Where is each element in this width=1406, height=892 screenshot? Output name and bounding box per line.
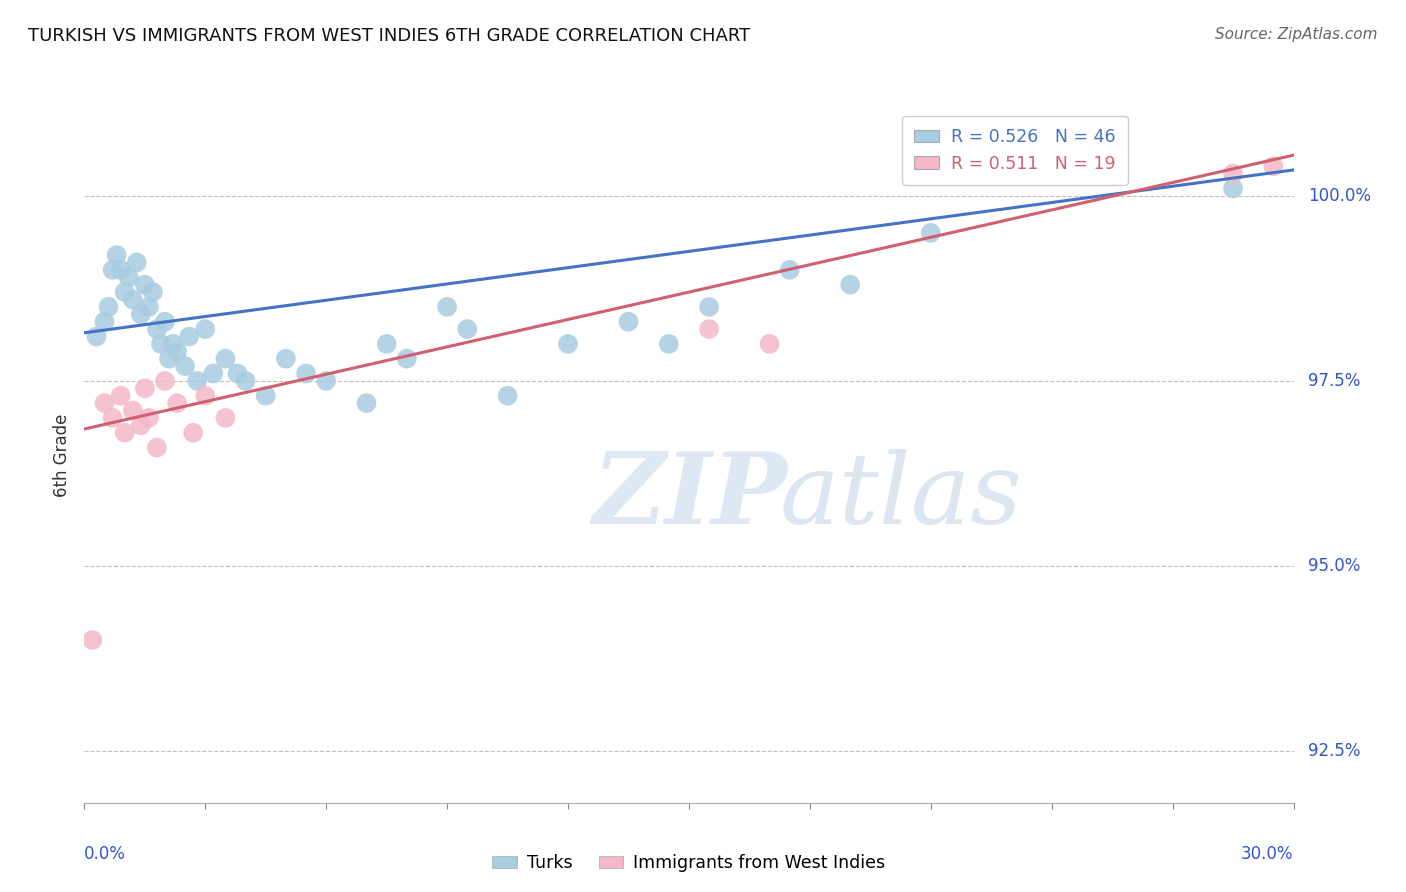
Point xyxy=(254,389,277,403)
Point xyxy=(697,322,720,336)
Point xyxy=(134,277,156,292)
Point xyxy=(138,411,160,425)
Point xyxy=(93,315,115,329)
Point xyxy=(226,367,249,381)
Text: 100.0%: 100.0% xyxy=(1308,186,1371,205)
Text: 0.0%: 0.0% xyxy=(84,845,127,863)
Point xyxy=(395,351,418,366)
Point xyxy=(1222,181,1244,195)
Point xyxy=(779,263,801,277)
Point xyxy=(1263,159,1285,173)
Text: TURKISH VS IMMIGRANTS FROM WEST INDIES 6TH GRADE CORRELATION CHART: TURKISH VS IMMIGRANTS FROM WEST INDIES 6… xyxy=(28,27,751,45)
Point xyxy=(194,389,217,403)
Point xyxy=(125,255,148,269)
Point xyxy=(295,367,318,381)
Point xyxy=(138,300,160,314)
Point xyxy=(97,300,120,314)
Point xyxy=(129,307,152,321)
Point xyxy=(157,351,180,366)
Text: 97.5%: 97.5% xyxy=(1308,372,1361,390)
Point xyxy=(146,322,169,336)
Point xyxy=(375,337,398,351)
Point xyxy=(697,300,720,314)
Point xyxy=(436,300,458,314)
Point xyxy=(920,226,942,240)
Point xyxy=(110,389,132,403)
Text: 95.0%: 95.0% xyxy=(1308,557,1361,575)
Point xyxy=(121,293,143,307)
Point xyxy=(557,337,579,351)
Point xyxy=(121,403,143,417)
Point xyxy=(129,418,152,433)
Point xyxy=(105,248,128,262)
Point xyxy=(86,329,108,343)
Point xyxy=(496,389,519,403)
Point xyxy=(758,337,780,351)
Point xyxy=(146,441,169,455)
Legend: Turks, Immigrants from West Indies: Turks, Immigrants from West Indies xyxy=(485,847,893,879)
Point xyxy=(101,263,124,277)
Point xyxy=(134,381,156,395)
Point xyxy=(617,315,640,329)
Point xyxy=(82,632,104,647)
Legend: R = 0.526   N = 46, R = 0.511   N = 19: R = 0.526 N = 46, R = 0.511 N = 19 xyxy=(903,116,1128,185)
Point xyxy=(202,367,225,381)
Point xyxy=(181,425,204,440)
Point xyxy=(166,344,188,359)
Point xyxy=(153,374,176,388)
Point xyxy=(101,411,124,425)
Point xyxy=(315,374,337,388)
Point xyxy=(186,374,208,388)
Text: 92.5%: 92.5% xyxy=(1308,742,1361,760)
Point xyxy=(356,396,378,410)
Point xyxy=(110,263,132,277)
Point xyxy=(658,337,681,351)
Point xyxy=(214,351,236,366)
Point xyxy=(142,285,165,299)
Point xyxy=(174,359,197,373)
Point xyxy=(274,351,297,366)
Point xyxy=(162,337,184,351)
Point xyxy=(214,411,236,425)
Text: Source: ZipAtlas.com: Source: ZipAtlas.com xyxy=(1215,27,1378,42)
Text: atlas: atlas xyxy=(779,449,1022,544)
Point xyxy=(235,374,257,388)
Point xyxy=(149,337,172,351)
Point xyxy=(93,396,115,410)
Point xyxy=(114,285,136,299)
Point xyxy=(118,270,141,285)
Y-axis label: 6th Grade: 6th Grade xyxy=(53,413,72,497)
Point xyxy=(179,329,201,343)
Point xyxy=(166,396,188,410)
Point xyxy=(456,322,478,336)
Point xyxy=(153,315,176,329)
Point xyxy=(114,425,136,440)
Point xyxy=(1222,167,1244,181)
Point xyxy=(194,322,217,336)
Text: ZIP: ZIP xyxy=(592,449,787,545)
Text: 30.0%: 30.0% xyxy=(1241,845,1294,863)
Point xyxy=(839,277,862,292)
